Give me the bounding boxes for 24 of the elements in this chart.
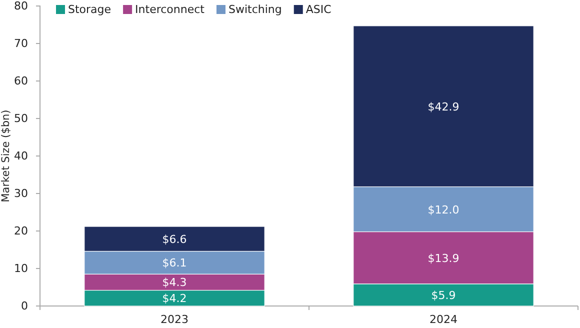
legend-label: ASIC — [306, 3, 332, 16]
legend-label: Storage — [68, 3, 112, 16]
y-tick-label: 20 — [14, 224, 28, 238]
legend-label: Switching — [228, 3, 282, 16]
y-tick-label: 50 — [14, 112, 28, 126]
y-tick-label: 0 — [21, 300, 28, 313]
y-tick-label: 30 — [14, 187, 28, 200]
data-label: $6.6 — [162, 232, 187, 246]
y-tick-label: 70 — [14, 37, 28, 50]
y-axis-title: Market Size ($bn) — [0, 110, 12, 202]
y-tick-label: 60 — [14, 74, 28, 88]
legend-label: Interconnect — [135, 3, 206, 16]
data-label: $6.1 — [162, 256, 187, 270]
y-tick-label: 80 — [14, 0, 28, 13]
x-tick-label: 2024 — [430, 313, 458, 326]
data-label: $12.0 — [428, 203, 460, 216]
data-label: $4.2 — [162, 292, 187, 306]
data-label: $13.9 — [428, 252, 460, 265]
y-tick-label: 40 — [14, 150, 28, 163]
data-label: $42.9 — [428, 100, 460, 114]
data-label: $5.9 — [431, 288, 456, 302]
y-tick-label: 10 — [14, 262, 28, 276]
x-tick-label: 2023 — [160, 313, 188, 326]
data-label: $4.3 — [162, 276, 187, 290]
